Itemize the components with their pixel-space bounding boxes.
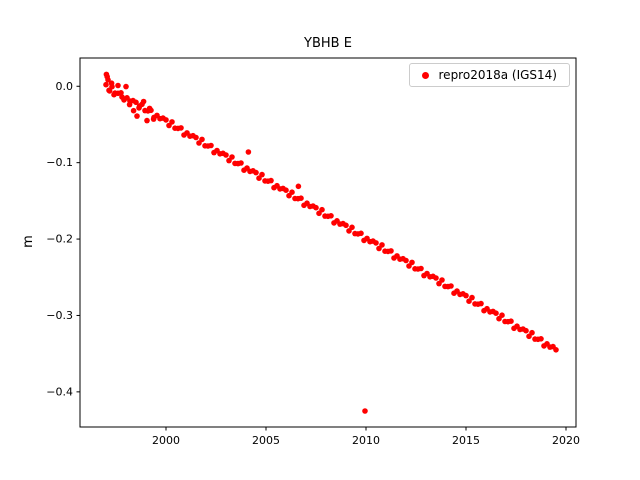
data-point <box>163 117 169 123</box>
data-point <box>103 81 109 88</box>
data-point <box>199 136 205 143</box>
y-tick-label: −0.2 <box>46 233 73 246</box>
data-point <box>478 300 484 307</box>
data-point <box>529 329 535 336</box>
y-tick-label: −0.3 <box>46 309 73 322</box>
data-point <box>259 171 265 178</box>
data-point <box>126 101 133 108</box>
data-point <box>136 103 143 109</box>
axes-frame <box>79 57 577 428</box>
data-point <box>283 187 289 193</box>
data-point <box>193 134 199 141</box>
data-point <box>418 265 424 272</box>
x-tick-label: 2005 <box>252 434 280 447</box>
data-point <box>169 119 175 125</box>
data-point <box>133 99 139 106</box>
data-point <box>493 310 499 317</box>
data-point <box>223 152 229 158</box>
data-point <box>448 283 454 289</box>
data-point <box>146 105 153 112</box>
legend-marker-dot <box>421 71 429 79</box>
data-point <box>508 318 514 325</box>
data-point <box>433 275 439 281</box>
x-tick-label: 2020 <box>552 434 580 447</box>
data-point <box>119 94 125 100</box>
data-point <box>238 160 244 166</box>
legend: repro2018a (IGS14) <box>408 63 570 87</box>
data-point <box>313 204 319 211</box>
data-point <box>268 177 274 184</box>
data-point <box>245 149 252 155</box>
data-point <box>358 230 364 237</box>
data-point <box>115 82 121 89</box>
data-point <box>328 213 334 219</box>
data-point <box>379 242 385 248</box>
chart-title: YBHB E <box>304 36 352 51</box>
data-point <box>130 107 137 114</box>
data-point <box>118 90 124 96</box>
data-point <box>553 347 559 353</box>
x-tick-label: 2000 <box>152 434 180 447</box>
data-point <box>106 88 113 94</box>
data-point <box>403 257 409 264</box>
data-point <box>178 125 184 131</box>
data-point <box>439 277 445 283</box>
data-point <box>208 142 214 149</box>
data-point <box>538 336 544 342</box>
data-point <box>409 259 415 266</box>
data-point <box>150 116 157 122</box>
data-point <box>388 248 394 254</box>
data-point <box>229 154 235 160</box>
data-point <box>373 240 379 246</box>
x-tick-label: 2015 <box>452 434 480 447</box>
y-tick-label: 0.0 <box>56 80 74 93</box>
data-point <box>469 294 475 301</box>
data-point <box>349 224 355 231</box>
data-point <box>134 113 140 119</box>
legend-label: repro2018a (IGS14) <box>438 68 557 82</box>
data-point <box>295 183 302 190</box>
data-point <box>298 195 304 201</box>
data-point <box>289 189 295 195</box>
data-point <box>499 312 505 319</box>
y-tick-label: −0.1 <box>46 156 73 169</box>
data-point <box>463 292 469 299</box>
data-point <box>319 206 325 213</box>
data-point <box>523 327 529 334</box>
scatter-series <box>103 71 559 414</box>
data-point <box>343 222 349 229</box>
x-tick-label: 2010 <box>352 434 380 447</box>
data-point <box>111 91 117 98</box>
data-point <box>105 77 111 83</box>
data-point <box>108 80 115 86</box>
y-tick-label: −0.4 <box>46 385 73 398</box>
data-point <box>253 169 259 176</box>
data-point <box>140 98 147 105</box>
data-point <box>362 408 368 414</box>
data-point <box>144 117 150 124</box>
data-point <box>123 83 129 90</box>
